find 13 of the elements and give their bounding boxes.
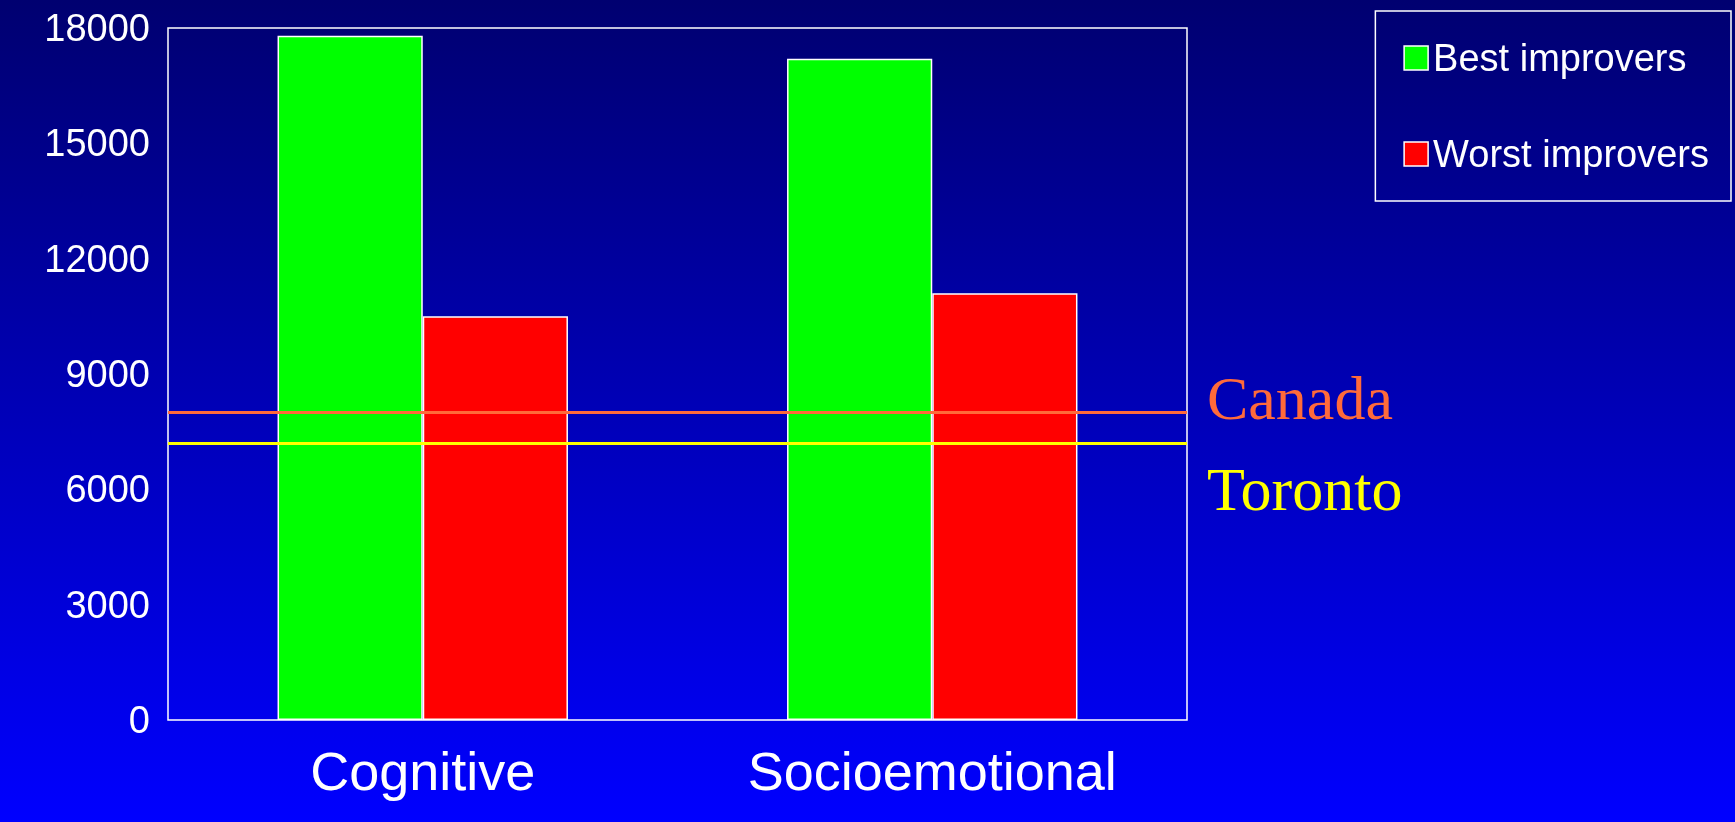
ref-line-label: Canada [1207,364,1393,433]
y-tick-label: 15000 [44,122,150,165]
y-tick-label: 0 [128,699,150,741]
ref-line-label: Toronto [1207,455,1403,524]
legend-label: Best improvers [1433,37,1687,79]
x-tick-label: Cognitive [310,741,536,801]
y-tick-label: 9000 [65,353,150,395]
x-tick-label: Socioemotional [747,741,1117,801]
y-tick-label: 18000 [44,7,150,49]
y-tick-label: 3000 [65,583,150,626]
y-tick-label: 6000 [65,468,150,511]
y-tick-label: 12000 [44,237,150,280]
legend-label: Worst improvers [1433,133,1709,175]
